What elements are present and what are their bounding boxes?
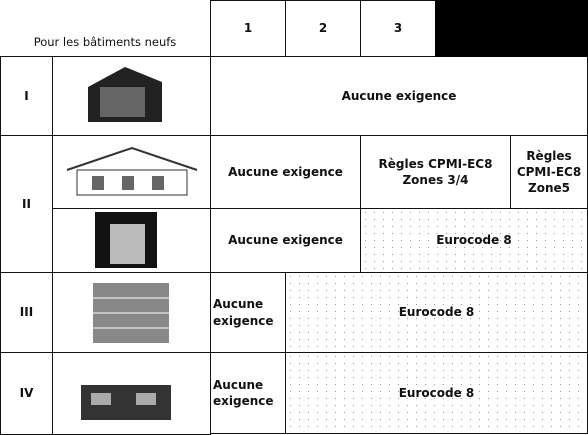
cell: III xyxy=(0,272,53,353)
cell: Aucune exigence xyxy=(210,135,361,209)
cell: Eurocode 8 xyxy=(285,352,588,434)
building-image xyxy=(95,212,157,268)
building-image xyxy=(88,67,162,122)
cell: I xyxy=(0,56,53,136)
cell: IV xyxy=(0,352,53,435)
cell: II xyxy=(0,135,53,273)
cell: Eurocode 8 xyxy=(360,208,588,273)
cell: Règles CPMI-EC8 Zone5 xyxy=(510,135,588,209)
cell: Aucune exigence xyxy=(210,272,286,353)
cell: Aucune exigence xyxy=(210,56,588,136)
cell: 1 xyxy=(210,0,286,57)
black-header xyxy=(435,0,588,57)
building-image xyxy=(81,385,171,420)
cell: 2 xyxy=(285,0,361,57)
cell: Pour les bâtiments neufs xyxy=(33,35,177,50)
cell: Règles CPMI-EC8 Zones 3/4 xyxy=(360,135,511,209)
cell: Aucune exigence xyxy=(210,208,361,273)
cell: 3 xyxy=(360,0,436,57)
cell: Eurocode 8 xyxy=(285,272,588,353)
building-image xyxy=(93,283,169,343)
cell: Aucune exigence xyxy=(210,352,286,434)
building-image xyxy=(66,146,198,196)
